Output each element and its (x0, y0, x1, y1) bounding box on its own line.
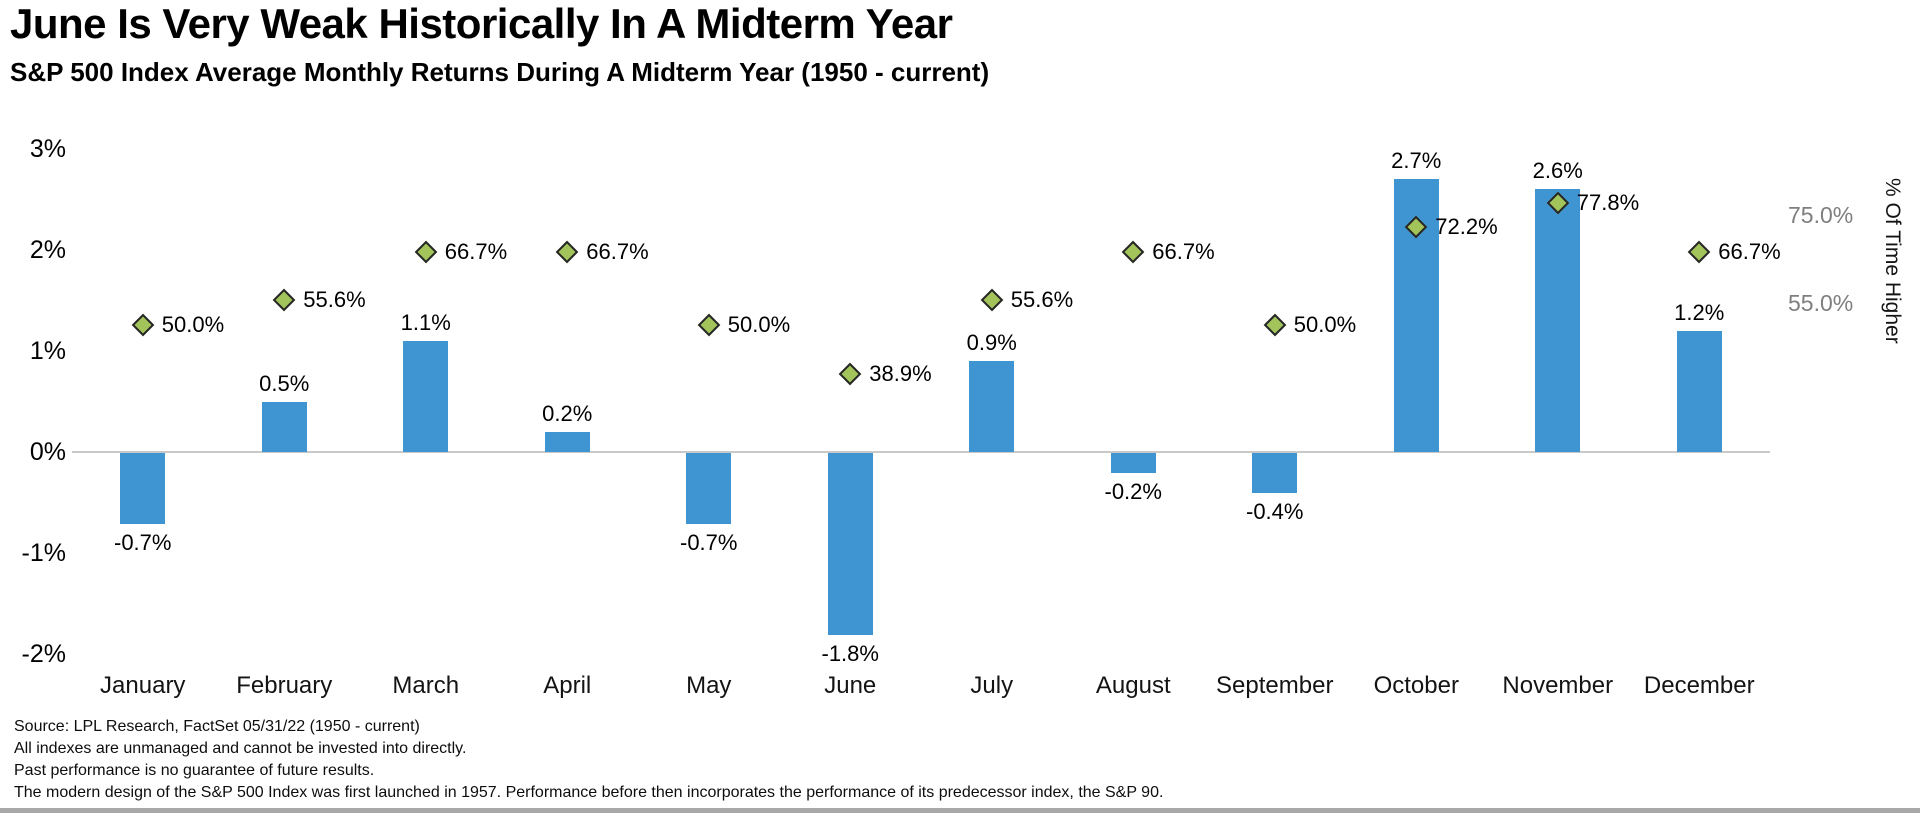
return-value-label: -0.4% (1246, 499, 1304, 525)
pct-higher-label: 66.7% (444, 238, 508, 264)
return-value-label: -0.7% (114, 529, 172, 555)
pct-higher-label: 38.9% (869, 360, 932, 386)
x-axis-label-january: January (100, 672, 186, 699)
x-axis-label-april: April (543, 672, 592, 699)
return-value-label: 0.2% (542, 400, 593, 426)
return-bar-july (969, 361, 1015, 452)
left-axis-tick: -1% (21, 539, 66, 567)
return-value-label: -1.8% (821, 640, 879, 666)
return-value-label: 1.1% (400, 309, 451, 335)
pct-higher-diamond-april (555, 240, 579, 263)
x-axis-label-december: December (1643, 672, 1755, 699)
return-bar-september (1252, 453, 1298, 494)
source-footnotes: Source: LPL Research, FactSet 05/31/22 (… (14, 716, 1163, 804)
return-value-label: 2.6% (1532, 158, 1583, 184)
right-axis-tick: 55.0% (1788, 290, 1854, 316)
pct-higher-diamond-march (414, 240, 438, 263)
return-bar-june (827, 453, 873, 635)
return-value-label: -0.2% (1104, 479, 1162, 505)
x-axis-label-july: July (970, 672, 1014, 699)
footnote-disclaimer-2: Past performance is no guarantee of futu… (14, 762, 375, 779)
x-axis-label-march: March (392, 672, 460, 699)
left-axis-tick: 1% (29, 337, 66, 365)
x-axis-label-august: August (1095, 672, 1171, 699)
left-axis-tick: -2% (21, 640, 66, 668)
chart-subtitle: S&P 500 Index Average Monthly Returns Du… (10, 57, 990, 87)
return-bar-november (1535, 189, 1581, 452)
chart-title: June Is Very Weak Historically In A Midt… (10, 0, 953, 47)
x-axis-label-october: October (1373, 672, 1459, 699)
return-value-label: 0.9% (966, 330, 1017, 356)
pct-higher-diamond-january (131, 313, 155, 337)
return-bar-march (403, 340, 449, 452)
pct-higher-diamond-september (1263, 313, 1287, 337)
left-axis-tick: 2% (29, 236, 66, 264)
pct-higher-diamond-august (1121, 240, 1145, 263)
pct-higher-label: 66.7% (1718, 238, 1781, 264)
return-value-label: 1.2% (1674, 299, 1725, 325)
x-axis-label-september: September (1216, 672, 1334, 699)
return-bar-may (686, 453, 732, 524)
footnote-source: Source: LPL Research, FactSet 05/31/22 (… (14, 718, 420, 735)
pct-higher-label: 72.2% (1435, 214, 1498, 240)
x-axis-zero-line (72, 451, 1770, 453)
pct-higher-diamond-may (697, 313, 721, 337)
pct-higher-label: 77.8% (1576, 189, 1640, 215)
pct-higher-diamond-june (838, 362, 862, 386)
x-axis-label-june: June (824, 672, 877, 699)
bottom-divider (0, 808, 1920, 813)
footnote-disclaimer-1: All indexes are unmanaged and cannot be … (14, 740, 467, 757)
return-bar-april (544, 431, 590, 452)
pct-higher-label: 50.0% (727, 312, 791, 337)
pct-higher-label: 66.7% (1152, 238, 1215, 264)
left-axis-tick: 0% (29, 438, 66, 466)
pct-higher-diamond-july (980, 289, 1004, 312)
return-bar-january (120, 453, 166, 524)
footnote-disclaimer-3: The modern design of the S&P 500 Index w… (14, 784, 1164, 801)
pct-higher-label: 50.0% (1293, 312, 1357, 337)
return-value-label: 2.7% (1391, 148, 1442, 174)
pct-higher-diamond-february (272, 289, 296, 312)
left-axis-tick: 3% (29, 135, 66, 163)
pct-higher-label: 55.6% (1010, 287, 1074, 313)
pct-higher-label: 66.7% (586, 238, 649, 264)
return-value-label: 0.5% (259, 370, 310, 396)
return-bar-august (1110, 453, 1156, 474)
x-axis-label-february: February (236, 672, 333, 699)
pct-higher-label: 50.0% (161, 312, 225, 337)
x-axis-label-may: May (686, 672, 732, 699)
return-value-label: -0.7% (680, 529, 738, 555)
x-axis-label-november: November (1502, 672, 1614, 699)
return-bar-february (261, 401, 307, 452)
pct-higher-label: 55.6% (303, 287, 366, 313)
pct-higher-diamond-december (1687, 240, 1711, 263)
right-axis-tick: 75.0% (1788, 202, 1854, 228)
right-axis-title: % Of Time Higher (1881, 178, 1904, 344)
return-bar-december (1676, 330, 1722, 452)
